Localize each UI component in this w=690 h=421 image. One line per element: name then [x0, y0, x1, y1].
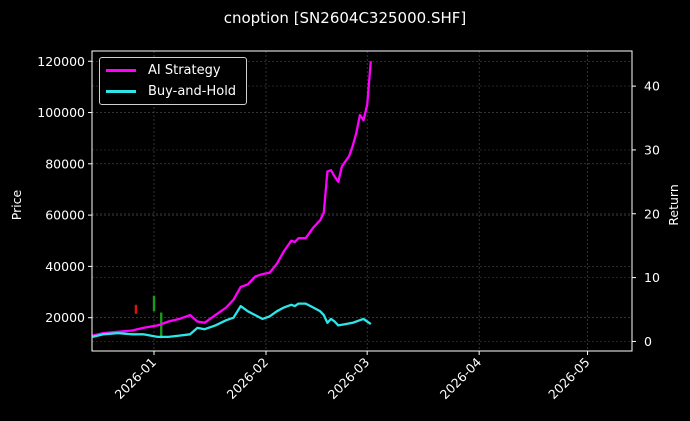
y-axis-label: Price: [9, 189, 24, 220]
chart-title: cnoption [SN2604C325000.SHF]: [223, 9, 467, 27]
y-axis-left: 20000 40000 60000 80000 100000 120000: [37, 54, 92, 325]
y2-tick-label: 40: [644, 79, 660, 94]
candlestick: [134, 304, 138, 314]
legend-swatch-icon: [106, 68, 136, 72]
legend-item-ai-strategy: AI Strategy: [106, 60, 221, 80]
y-tick-label: 80000: [45, 156, 85, 171]
series-lines: [92, 61, 372, 339]
x-tick-label: 2026-03: [325, 355, 373, 403]
legend-swatch-icon: [106, 89, 136, 93]
x-tick-label: 2026-05: [545, 355, 593, 403]
legend-label: Buy-and-Hold: [148, 83, 237, 99]
y2-axis-label: Return: [666, 184, 681, 225]
x-tick-label: 2026-02: [224, 355, 272, 403]
candlestick: [152, 295, 156, 312]
grid-lines: [92, 51, 632, 351]
candlestick: [160, 312, 163, 339]
y-tick-label: 60000: [45, 208, 85, 223]
x-tick-label: 2026-01: [112, 355, 160, 403]
series-line-buy-and-hold: [92, 302, 372, 339]
y-tick-label: 100000: [37, 105, 85, 120]
series-line-ai-strategy: [92, 61, 372, 337]
legend-item-buy-and-hold: Buy-and-Hold: [106, 81, 236, 101]
candlesticks: [134, 295, 163, 339]
x-axis: 2026-01 2026-02 2026-03 2026-04 2026-05: [112, 351, 593, 402]
y-tick-label: 120000: [37, 54, 85, 69]
y2-tick-label: 30: [644, 142, 660, 157]
y2-tick-label: 10: [644, 270, 660, 285]
y2-tick-label: 0: [644, 334, 652, 349]
y-tick-label: 40000: [45, 259, 85, 274]
plot-frame: [91, 50, 633, 352]
x-tick-label: 2026-04: [437, 354, 485, 402]
legend-label: AI Strategy: [148, 62, 221, 78]
y-axis-right: 0 10 20 30 40: [632, 79, 660, 349]
y2-tick-label: 20: [644, 206, 660, 221]
y-tick-label: 20000: [45, 310, 85, 325]
legend: AI Strategy Buy-and-Hold: [99, 57, 247, 105]
